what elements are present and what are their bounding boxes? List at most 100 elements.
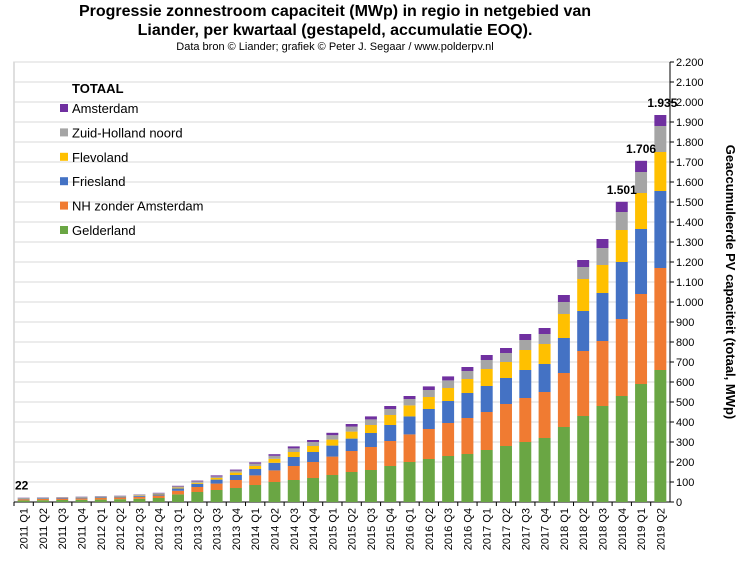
bar-segment bbox=[442, 380, 455, 388]
bar-segment bbox=[384, 441, 397, 466]
bar-segment bbox=[538, 344, 551, 364]
bar-segment bbox=[36, 500, 49, 502]
legend-swatch bbox=[60, 128, 68, 137]
bar-segment bbox=[345, 431, 358, 439]
bar-segment bbox=[422, 386, 435, 390]
y-tick-label: 900 bbox=[676, 317, 694, 329]
bar-segment bbox=[615, 319, 628, 396]
bar-segment bbox=[364, 416, 377, 420]
chart-title-line1: Progressie zonnestroom capaciteit (MWp) … bbox=[78, 3, 592, 20]
chart-title: Progressie zonnestroom capaciteit (MWp) … bbox=[0, 2, 670, 40]
bar-segment bbox=[596, 293, 609, 341]
y-tick-label: 1.800 bbox=[676, 137, 704, 149]
bar-segment bbox=[307, 440, 320, 442]
bar-segment bbox=[538, 364, 551, 392]
bar-segment bbox=[596, 239, 609, 248]
bar-segment bbox=[268, 458, 281, 463]
bar-segment bbox=[557, 338, 570, 373]
bar-segment bbox=[249, 463, 262, 466]
bar-segment bbox=[364, 447, 377, 470]
bar-segment bbox=[326, 475, 339, 502]
legend-swatch bbox=[60, 177, 68, 186]
x-tick-label: 2015 Q4 bbox=[385, 508, 397, 550]
data-label: 1.935 bbox=[647, 96, 677, 110]
x-tick-label: 2017 Q4 bbox=[540, 508, 552, 550]
bar-segment bbox=[364, 470, 377, 502]
bar-segment bbox=[538, 328, 551, 334]
bar-segment bbox=[17, 498, 30, 500]
x-tick-label: 2012 Q4 bbox=[154, 508, 166, 550]
bar-segment bbox=[287, 448, 300, 452]
bar-segment bbox=[422, 390, 435, 397]
bar-segment bbox=[36, 498, 49, 499]
bar-segment bbox=[538, 392, 551, 438]
legend-label: Friesland bbox=[72, 174, 125, 189]
bar-segment bbox=[480, 386, 493, 412]
legend-swatch bbox=[60, 201, 68, 210]
bar-segment bbox=[557, 314, 570, 338]
bar-segment bbox=[461, 393, 474, 418]
y-axis-title: Geaccumuleerde PV capaciteit (totaal, MW… bbox=[723, 145, 738, 420]
bar-segment bbox=[56, 500, 69, 502]
bar-segment bbox=[210, 476, 223, 478]
y-tick-label: 600 bbox=[676, 377, 694, 389]
x-tick-label: 2017 Q3 bbox=[520, 508, 532, 550]
bar-segment bbox=[94, 496, 107, 497]
x-tick-label: 2011 Q3 bbox=[57, 508, 69, 549]
bar-segment bbox=[191, 480, 204, 482]
bar-segment bbox=[364, 433, 377, 447]
y-tick-label: 1.700 bbox=[676, 157, 704, 169]
bar-segment bbox=[500, 362, 512, 378]
bar-segment bbox=[615, 230, 628, 262]
bar-segment bbox=[500, 446, 512, 502]
bar-segment bbox=[519, 340, 532, 350]
y-tick-label: 1.000 bbox=[676, 297, 704, 309]
chart-subtitle: Data bron © Liander; grafiek © Peter J. … bbox=[176, 41, 494, 53]
bar-segment bbox=[94, 498, 107, 500]
bar-segment bbox=[461, 379, 474, 393]
bar-segment bbox=[229, 488, 242, 502]
bar-segment bbox=[152, 493, 165, 494]
bar-segment bbox=[268, 455, 281, 459]
y-tick-label: 500 bbox=[676, 397, 694, 409]
bar-segment bbox=[654, 268, 667, 370]
bar-segment bbox=[480, 412, 493, 450]
bar-segment bbox=[249, 462, 262, 464]
bar-segment bbox=[442, 376, 455, 381]
bar-segment bbox=[442, 423, 455, 456]
legend-label: Flevoland bbox=[72, 150, 128, 165]
bar-segment bbox=[56, 498, 69, 500]
y-tick-label: 1.300 bbox=[676, 237, 704, 249]
bar-segment bbox=[210, 475, 223, 477]
bar-segment bbox=[191, 483, 204, 487]
bar-segment bbox=[500, 348, 512, 353]
bar-segment bbox=[654, 370, 667, 502]
bar-segment bbox=[75, 497, 88, 499]
bar-segment bbox=[172, 487, 184, 489]
bar-segment bbox=[229, 472, 242, 475]
bar-segment bbox=[75, 498, 88, 500]
y-tick-label: 300 bbox=[676, 437, 694, 449]
bar-segment bbox=[557, 373, 570, 427]
bar-segment bbox=[191, 487, 204, 492]
bar-segment bbox=[519, 334, 532, 340]
x-tick-label: 2015 Q2 bbox=[347, 508, 359, 550]
bar-segment bbox=[442, 401, 455, 423]
bar-segment bbox=[403, 405, 416, 417]
bar-segment bbox=[519, 370, 532, 398]
bar-segment bbox=[249, 469, 262, 476]
bar-segment bbox=[114, 499, 127, 502]
bar-segment bbox=[480, 450, 493, 502]
y-tick-label: 1.500 bbox=[676, 197, 704, 209]
bar-segment bbox=[577, 311, 590, 351]
x-tick-label: 2018 Q4 bbox=[617, 508, 629, 550]
y-tick-label: 800 bbox=[676, 337, 694, 349]
bar-segment bbox=[635, 229, 648, 294]
x-tick-label: 2014 Q3 bbox=[289, 508, 301, 550]
bar-segment bbox=[133, 496, 146, 499]
bar-segment bbox=[403, 462, 416, 502]
y-tick-label: 1.100 bbox=[676, 277, 704, 289]
bar-segment bbox=[596, 248, 609, 265]
x-tick-label: 2013 Q1 bbox=[173, 508, 185, 550]
bar-segment bbox=[615, 201, 628, 212]
